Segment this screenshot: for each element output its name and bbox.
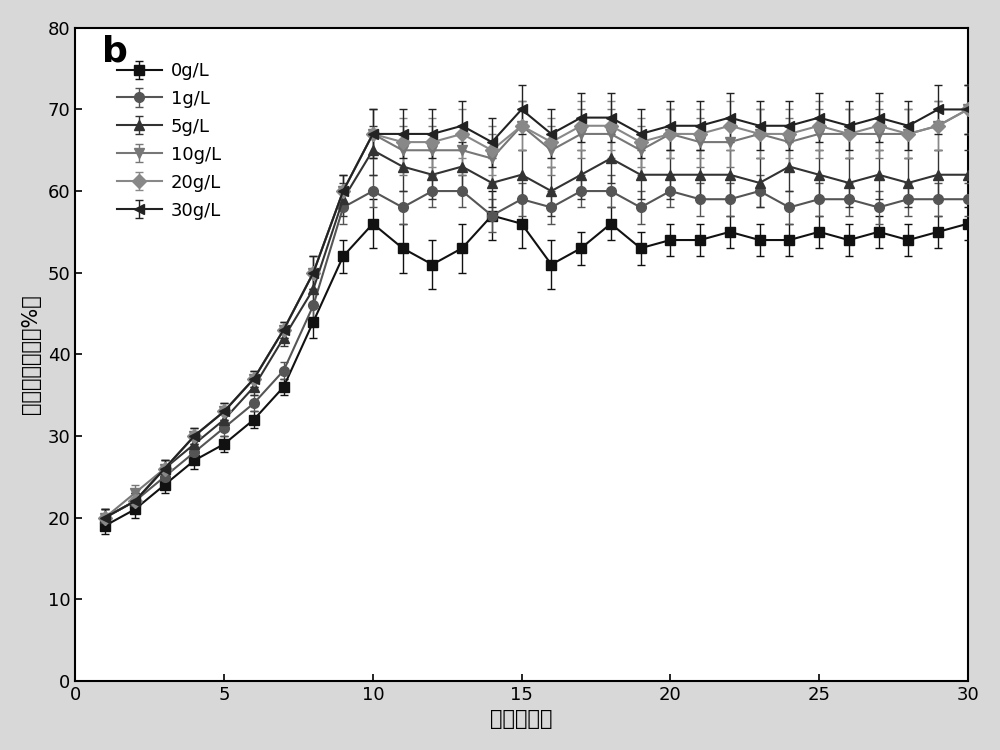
Text: b: b (102, 34, 128, 68)
X-axis label: 时间（天）: 时间（天） (490, 710, 553, 729)
Legend: 0g/L, 1g/L, 5g/L, 10g/L, 20g/L, 30g/L: 0g/L, 1g/L, 5g/L, 10g/L, 20g/L, 30g/L (111, 56, 226, 225)
Y-axis label: 沼气甲烷含量（%）: 沼气甲烷含量（%） (21, 295, 41, 414)
